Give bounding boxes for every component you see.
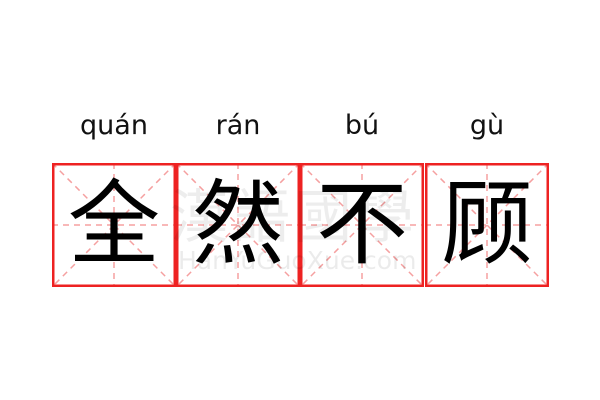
character-cell: 顾	[425, 163, 549, 287]
pinyin-1: quán	[80, 110, 148, 141]
watermark-url: HanYuGuoXue.com	[178, 246, 417, 275]
pinyin-4: gù	[469, 110, 505, 141]
pinyin-3: bú	[344, 110, 380, 141]
pinyin-2: rán	[215, 110, 261, 141]
character-3: 不	[315, 171, 408, 278]
character-4: 顾	[440, 171, 533, 278]
character-cell: 然	[176, 163, 300, 287]
character-cell: 全	[52, 163, 176, 287]
character-2: 然	[191, 171, 284, 278]
character-grid: 全 然 不 顾	[52, 163, 549, 287]
watermark-logo: 漢語國學	[170, 183, 419, 251]
character-cell: 不	[300, 163, 424, 287]
character-1: 全	[67, 171, 160, 278]
